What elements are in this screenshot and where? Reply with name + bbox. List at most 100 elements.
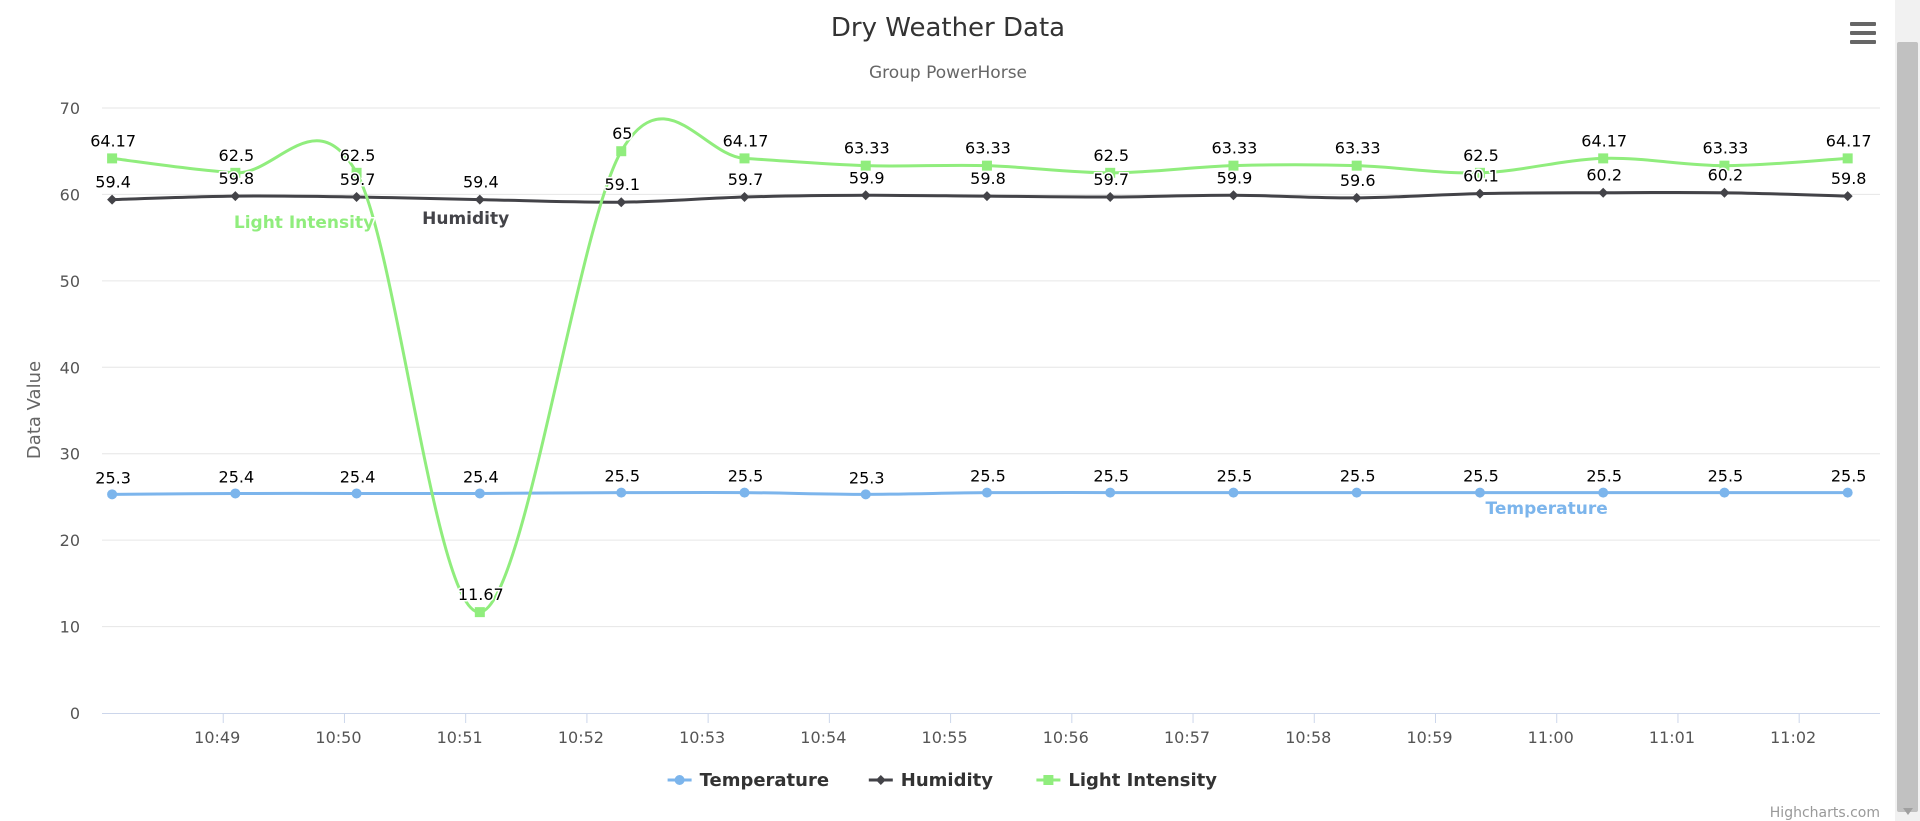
legend-item-humidity[interactable]: Humidity [868,770,993,791]
temperature-data-label: 25.5 [728,467,764,486]
humidity-inline-label: Humidity [422,209,509,229]
humidity-point[interactable] [474,194,485,205]
vertical-scrollbar[interactable] [1895,0,1920,821]
temperature-point[interactable] [739,487,750,498]
light-intensity-point[interactable] [1351,160,1362,171]
humidity-point[interactable] [351,192,362,203]
light-intensity-data-label: 65 [612,124,632,143]
humidity-point[interactable] [739,192,750,203]
x-tick-label: 10:57 [1164,728,1210,747]
humidity-point[interactable] [860,190,871,201]
x-tick-label: 10:50 [315,728,361,747]
light-intensity-point[interactable] [1105,167,1116,178]
temperature-point[interactable] [1842,487,1853,498]
x-tick-label: 10:53 [679,728,725,747]
credits-link[interactable]: Highcharts.com [1770,805,1880,821]
temperature-line [112,490,1848,496]
y-axis: 0 10 20 30 40 50 60 70 [60,99,80,723]
humidity-data-label: 59.8 [970,169,1006,188]
temperature-data-label: 25.5 [1586,467,1622,486]
humidity-data-label: 59.7 [340,170,376,189]
menu-button[interactable] [1848,14,1878,44]
legend: Temperature Humidity Light Intensity [667,770,1217,791]
temperature-point[interactable] [351,488,362,499]
temperature-point[interactable] [1474,487,1485,498]
temperature-data-label: 25.3 [849,468,885,487]
y-tick-label: 20 [60,531,80,550]
temperature-point[interactable] [1719,487,1730,498]
light-intensity-point[interactable] [616,146,627,157]
light-intensity-point[interactable] [1598,153,1609,164]
light-intensity-data-label: 11.67 [458,585,504,604]
light-intensity-point[interactable] [739,153,750,164]
temperature-data-label: 25.4 [219,467,255,486]
legend-label: Humidity [901,770,993,791]
humidity-point[interactable] [1474,188,1485,199]
x-tick-label: 11:02 [1770,728,1816,747]
light-intensity-point[interactable] [981,160,992,171]
y-axis-title: Data Value [24,361,45,459]
humidity-point[interactable] [1719,187,1730,198]
y-tick-label: 10 [60,618,80,637]
temperature-point[interactable] [616,487,627,498]
temperature-data-label: 25.5 [1093,467,1129,486]
humidity-point[interactable] [981,191,992,202]
light-intensity-point[interactable] [107,153,118,164]
temperature-point[interactable] [230,488,241,499]
temperature-point[interactable] [1351,487,1362,498]
y-tick-label: 0 [70,704,80,723]
humidity-point[interactable] [1598,187,1609,198]
light-intensity-point[interactable] [860,160,871,171]
chart-title: Dry Weather Data [831,13,1065,43]
legend-temperature-point [674,775,685,785]
light-intensity-data-label: 62.5 [219,146,255,165]
humidity-data-label: 59.1 [604,175,640,194]
temperature-point[interactable] [474,488,485,499]
humidity-point[interactable] [1228,190,1239,201]
hamburger-menu-icon [1850,22,1876,44]
y-tick-label: 30 [60,445,80,464]
temperature-point[interactable] [860,489,871,500]
temperature-point[interactable] [1228,487,1239,498]
humidity-point[interactable] [1842,191,1853,202]
legend-item-light-intensity[interactable]: Light Intensity [1036,770,1217,791]
light-intensity-series [107,117,1853,618]
light-intensity-data-label: 63.33 [844,139,890,158]
light-intensity-point[interactable] [1842,153,1853,164]
temperature-series [107,487,1853,500]
light-intensity-data-label: 63.33 [1335,139,1381,158]
temperature-data-label: 25.3 [95,468,131,487]
legend-label: Temperature [700,770,829,791]
humidity-data-label: 59.8 [219,169,255,188]
light-intensity-point[interactable] [351,167,362,178]
light-intensity-point[interactable] [1719,160,1730,171]
humidity-point[interactable] [616,197,627,208]
light-intensity-point[interactable] [1474,167,1485,178]
x-tick-label: 10:56 [1043,728,1089,747]
temperature-point[interactable] [107,489,118,500]
humidity-point[interactable] [1351,192,1362,203]
scrollbar-thumb[interactable] [1897,42,1918,812]
y-tick-label: 50 [60,272,80,291]
humidity-data-label: 59.4 [463,173,499,192]
temperature-data-label: 25.5 [1708,467,1744,486]
legend-label: Light Intensity [1068,770,1217,791]
humidity-data-label: 59.8 [1831,169,1867,188]
humidity-point[interactable] [107,194,118,205]
temperature-point[interactable] [981,487,992,498]
light-intensity-point[interactable] [1228,160,1239,171]
humidity-point[interactable] [230,191,241,202]
scroll-down-arrow-icon[interactable] [1903,808,1913,815]
light-intensity-point[interactable] [474,607,485,618]
temperature-point[interactable] [1105,487,1116,498]
temperature-data-label: 25.5 [1831,467,1867,486]
y-tick-label: 40 [60,358,80,377]
x-tick-label: 11:01 [1649,728,1695,747]
humidity-point[interactable] [1105,192,1116,203]
light-intensity-point[interactable] [230,167,241,178]
humidity-data-label: 59.7 [728,170,764,189]
temperature-point[interactable] [1598,487,1609,498]
humidity-data-label: 59.6 [1340,171,1376,190]
legend-item-temperature[interactable]: Temperature [667,770,829,791]
